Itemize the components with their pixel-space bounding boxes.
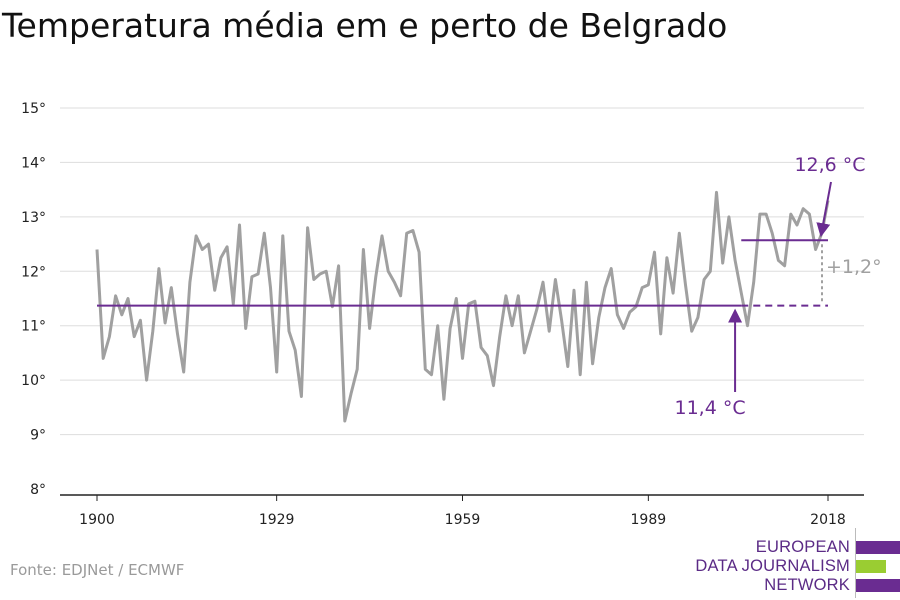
- x-axis: 1900 1929 1959 1989 2018: [60, 494, 864, 528]
- annotations: 11,4 °C 12,6 °C +1,2°: [675, 154, 882, 419]
- logo-bar-purple-bottom: [856, 579, 900, 592]
- logo-line-3: NETWORK: [764, 576, 850, 594]
- y-tick-label: 8°: [30, 482, 46, 498]
- logo-text: EUROPEAN DATA JOURNALISM NETWORK: [695, 538, 850, 595]
- x-tick-label: 1959: [445, 512, 481, 528]
- x-tick-label: 1929: [259, 512, 295, 528]
- y-tick-label: 13°: [21, 210, 46, 226]
- x-tick-label: 1989: [631, 512, 667, 528]
- y-tick-label: 10°: [21, 373, 46, 389]
- logo-bar-green: [856, 560, 886, 573]
- y-tick-label: 12°: [21, 264, 46, 280]
- y-tick-label: 11°: [21, 319, 46, 335]
- logo-bar-purple-top: [856, 541, 900, 554]
- x-tick-label: 1900: [79, 512, 115, 528]
- series-lines: [95, 190, 830, 423]
- logo-line-1: EUROPEAN: [755, 538, 850, 556]
- recent-arrow: [816, 181, 832, 238]
- chart-title: Temperatura média em e perto de Belgrado: [2, 6, 728, 45]
- gridlines: [60, 107, 864, 436]
- reference-lines: [97, 239, 828, 307]
- y-tick-label: 9°: [30, 428, 46, 444]
- temperature-series-line: [95, 190, 830, 423]
- baseline-value-label: 11,4 °C: [675, 397, 746, 419]
- logo-line-2: DATA JOURNALISM: [695, 557, 850, 575]
- edjnet-logo: EUROPEAN DATA JOURNALISM NETWORK: [650, 528, 900, 598]
- y-tick-label: 14°: [21, 155, 46, 171]
- recent-value-label: 12,6 °C: [794, 154, 865, 176]
- difference-label: +1,2°: [826, 256, 882, 278]
- y-tick-label: 15°: [21, 101, 46, 117]
- source-note: Fonte: EDJNet / ECMWF: [10, 561, 185, 579]
- logo-divider: [855, 528, 856, 598]
- y-axis-tick-labels: 8° 9° 10° 11° 12° 13° 14° 15°: [21, 101, 46, 498]
- x-tick-label: 2018: [810, 512, 846, 528]
